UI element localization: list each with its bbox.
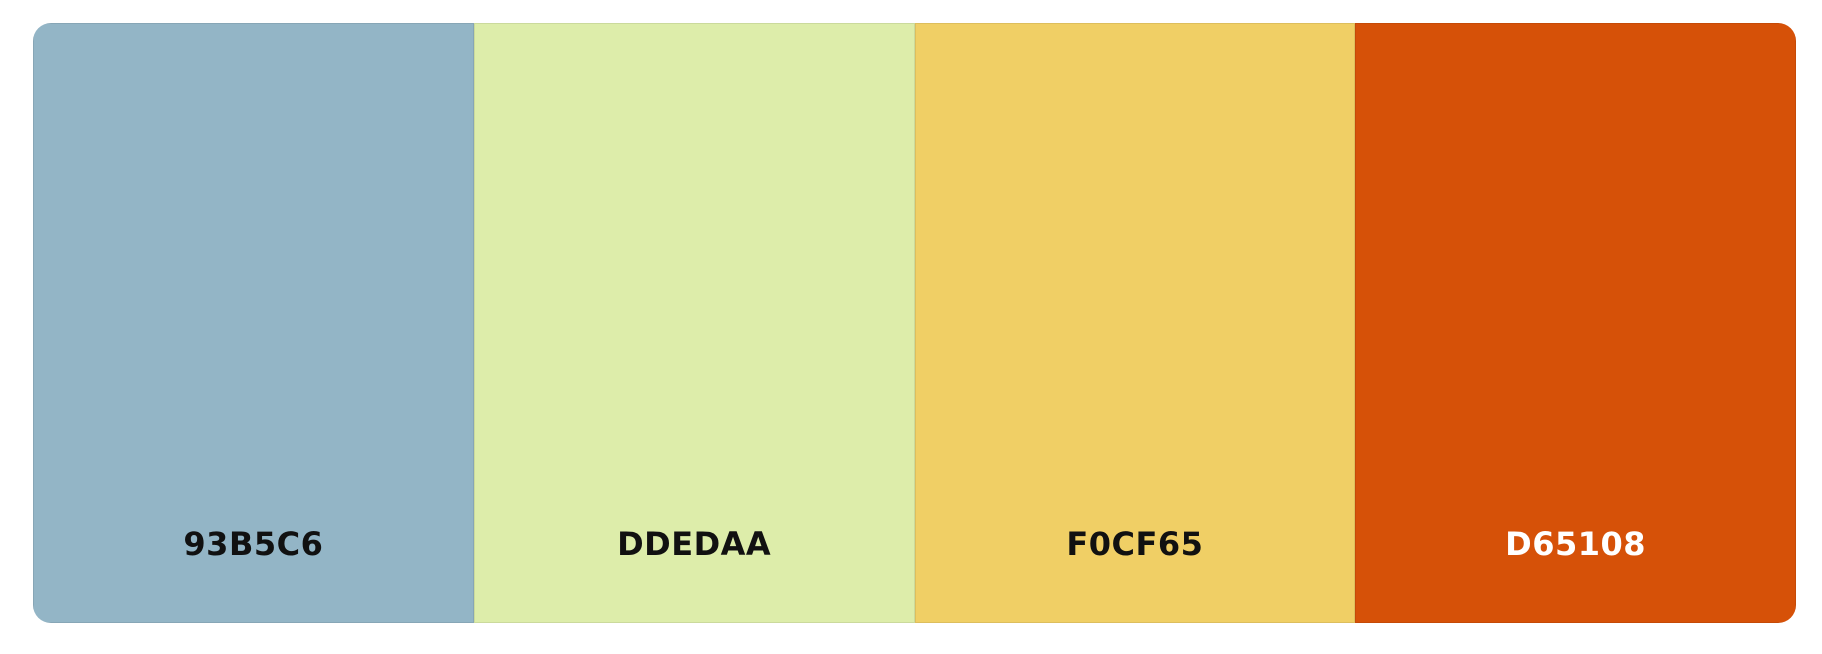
color-swatch-3[interactable]: F0CF65 — [914, 23, 1356, 623]
swatch-hex-label: F0CF65 — [1066, 525, 1204, 563]
color-swatch-4[interactable]: D65108 — [1355, 23, 1796, 623]
color-swatch-1[interactable]: 93B5C6 — [33, 23, 474, 623]
swatch-hex-label: D65108 — [1505, 525, 1647, 563]
swatch-hex-label: DDEDAA — [617, 525, 772, 563]
swatch-hex-label: 93B5C6 — [183, 525, 324, 563]
color-swatch-2[interactable]: DDEDAA — [473, 23, 915, 623]
color-palette: 93B5C6 DDEDAA F0CF65 D65108 — [33, 23, 1796, 623]
